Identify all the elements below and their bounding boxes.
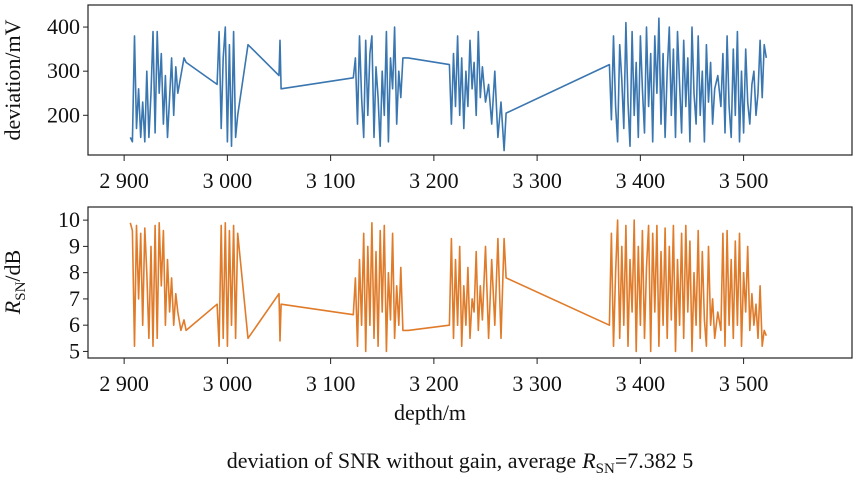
- x-tick-label: 3 200: [409, 168, 459, 193]
- y-tick-label: 9: [69, 233, 80, 258]
- x-tick-label: 3 100: [306, 371, 356, 396]
- x-tick-label: 3 100: [306, 168, 356, 193]
- y-tick-label: 400: [47, 14, 80, 39]
- caption: deviation of SNR without gain, average RS…: [227, 448, 694, 477]
- x-tick-label: 2 900: [99, 371, 149, 396]
- caption-text: deviation of SNR without gain, average: [227, 448, 576, 473]
- caption-base: R: [581, 448, 596, 473]
- caption-rest: =7.382 5: [615, 448, 693, 473]
- plot-frame: [87, 206, 853, 359]
- x-tick-label: 3 300: [512, 371, 562, 396]
- data-line: [129, 219, 768, 353]
- x-tick-label: 3 400: [616, 168, 666, 193]
- x-tick-label: 3 500: [719, 168, 769, 193]
- y-axis-label: RSN/dB: [0, 250, 29, 315]
- y-tick-label: 5: [69, 338, 80, 363]
- y-tick-label: 8: [69, 260, 80, 285]
- y-tick-label: 300: [47, 58, 80, 83]
- plot-frame: [87, 4, 853, 156]
- x-tick-label: 2 900: [99, 168, 149, 193]
- x-tick-label: 3 400: [616, 371, 666, 396]
- y-tick-label: 10: [58, 207, 80, 232]
- y-axis-label: deviation/mV: [0, 19, 25, 140]
- y-axis-label-rest: /dB: [0, 250, 25, 282]
- x-axis-label: depth/m: [394, 400, 466, 425]
- y-axis-label-sub: SN: [13, 281, 29, 300]
- caption-sub: SN: [596, 461, 615, 477]
- x-tick-label: 3 000: [203, 371, 253, 396]
- x-tick-label: 3 500: [719, 371, 769, 396]
- y-tick-label: 6: [69, 312, 80, 337]
- x-tick-label: 3 300: [512, 168, 562, 193]
- y-tick-label: 200: [47, 102, 80, 127]
- y-tick-label: 7: [69, 286, 80, 311]
- x-tick-label: 3 200: [409, 371, 459, 396]
- y-axis-label-base: R: [0, 300, 25, 315]
- x-tick-label: 3 000: [203, 168, 253, 193]
- data-line: [129, 17, 768, 152]
